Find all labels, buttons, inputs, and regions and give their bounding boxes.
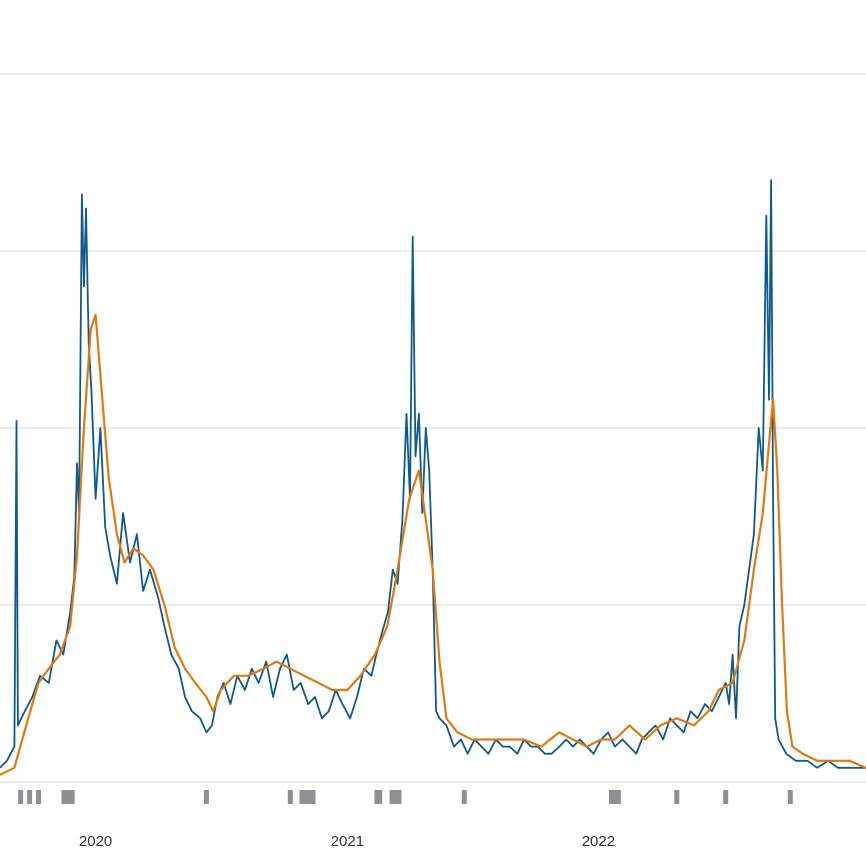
rug-mark: [36, 790, 41, 804]
rug-mark: [723, 790, 729, 804]
raw-series-line: [0, 179, 866, 769]
rug-mark: [310, 790, 316, 804]
rug-mark: [377, 790, 383, 804]
gridlines: [0, 73, 866, 783]
rug-mark: [674, 790, 680, 804]
rug-mark: [305, 790, 311, 804]
rug-mark: [18, 790, 24, 804]
rug-mark: [615, 790, 621, 804]
smoothed-series-line: [0, 313, 866, 776]
event-rug: [18, 790, 793, 804]
rug-mark: [787, 790, 793, 804]
x-tick-label: 2022: [582, 833, 615, 850]
rug-mark: [396, 790, 402, 804]
series-lines: [0, 179, 866, 776]
rug-mark: [203, 790, 209, 804]
x-axis-ticks: 2020 2021 2022: [79, 833, 615, 850]
rug-mark: [69, 790, 75, 804]
rug-mark: [461, 790, 467, 804]
rug-mark: [374, 790, 380, 804]
x-tick-label: 2021: [331, 833, 364, 850]
rug-mark: [27, 790, 33, 804]
x-tick-label: 2020: [79, 833, 112, 850]
rug-mark: [287, 790, 293, 804]
